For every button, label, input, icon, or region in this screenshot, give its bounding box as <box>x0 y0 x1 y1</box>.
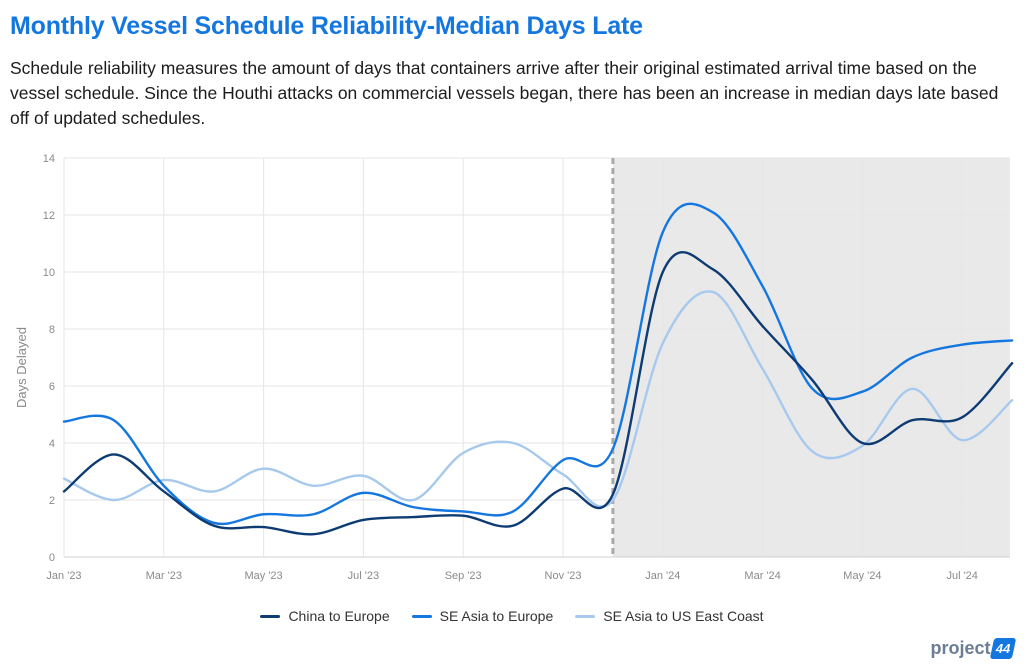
y-tick-label: 2 <box>49 495 55 507</box>
x-tick-label: May '24 <box>843 570 881 582</box>
legend-item: SE Asia to US East Coast <box>575 608 764 624</box>
series-line-china-to-europe <box>62 251 1014 536</box>
y-axis-label: Days Delayed <box>14 327 29 408</box>
y-tick-label: 8 <box>49 324 55 336</box>
x-tick-label: Jul '23 <box>348 570 379 582</box>
x-tick-label: Jan '23 <box>46 570 81 582</box>
legend-label: SE Asia to Europe <box>439 608 554 624</box>
project44-logo: project 44 <box>930 638 1017 659</box>
logo-badge: 44 <box>989 638 1017 659</box>
x-tick-label: Mar '23 <box>146 570 182 582</box>
x-tick-label: Mar '24 <box>744 570 780 582</box>
y-tick-label: 10 <box>43 267 55 279</box>
y-tick-label: 14 <box>43 153 55 165</box>
logo-text: project <box>930 638 991 658</box>
x-tick-label: Nov '23 <box>545 570 582 582</box>
series-line-se-asia-to-us-east-coast <box>62 290 1014 508</box>
legend-swatch <box>260 614 281 618</box>
shaded-region <box>612 158 1010 557</box>
y-tick-label: 0 <box>49 552 55 564</box>
y-tick-label: 12 <box>43 210 55 222</box>
x-tick-label: May '23 <box>245 570 283 582</box>
y-tick-label: 4 <box>49 438 55 450</box>
chart-title: Monthly Vessel Schedule Reliability-Medi… <box>10 12 643 40</box>
x-tick-label: Sep '23 <box>445 570 482 582</box>
y-tick-label: 6 <box>49 381 55 393</box>
legend-label: SE Asia to US East Coast <box>603 608 764 624</box>
chart-subtitle: Schedule reliability measures the amount… <box>10 58 999 128</box>
legend-swatch <box>411 614 432 618</box>
x-tick-label: Jul '24 <box>946 570 977 582</box>
legend-swatch <box>575 614 596 618</box>
legend-item: SE Asia to Europe <box>411 608 554 624</box>
legend-label: China to Europe <box>288 608 390 624</box>
series-line-se-asia-to-europe <box>62 202 1014 526</box>
x-tick-label: Jan '24 <box>645 570 680 582</box>
legend-item: China to Europe <box>260 608 390 624</box>
chart-legend: China to Europe SE Asia to Europe SE Asia … <box>0 608 1024 624</box>
